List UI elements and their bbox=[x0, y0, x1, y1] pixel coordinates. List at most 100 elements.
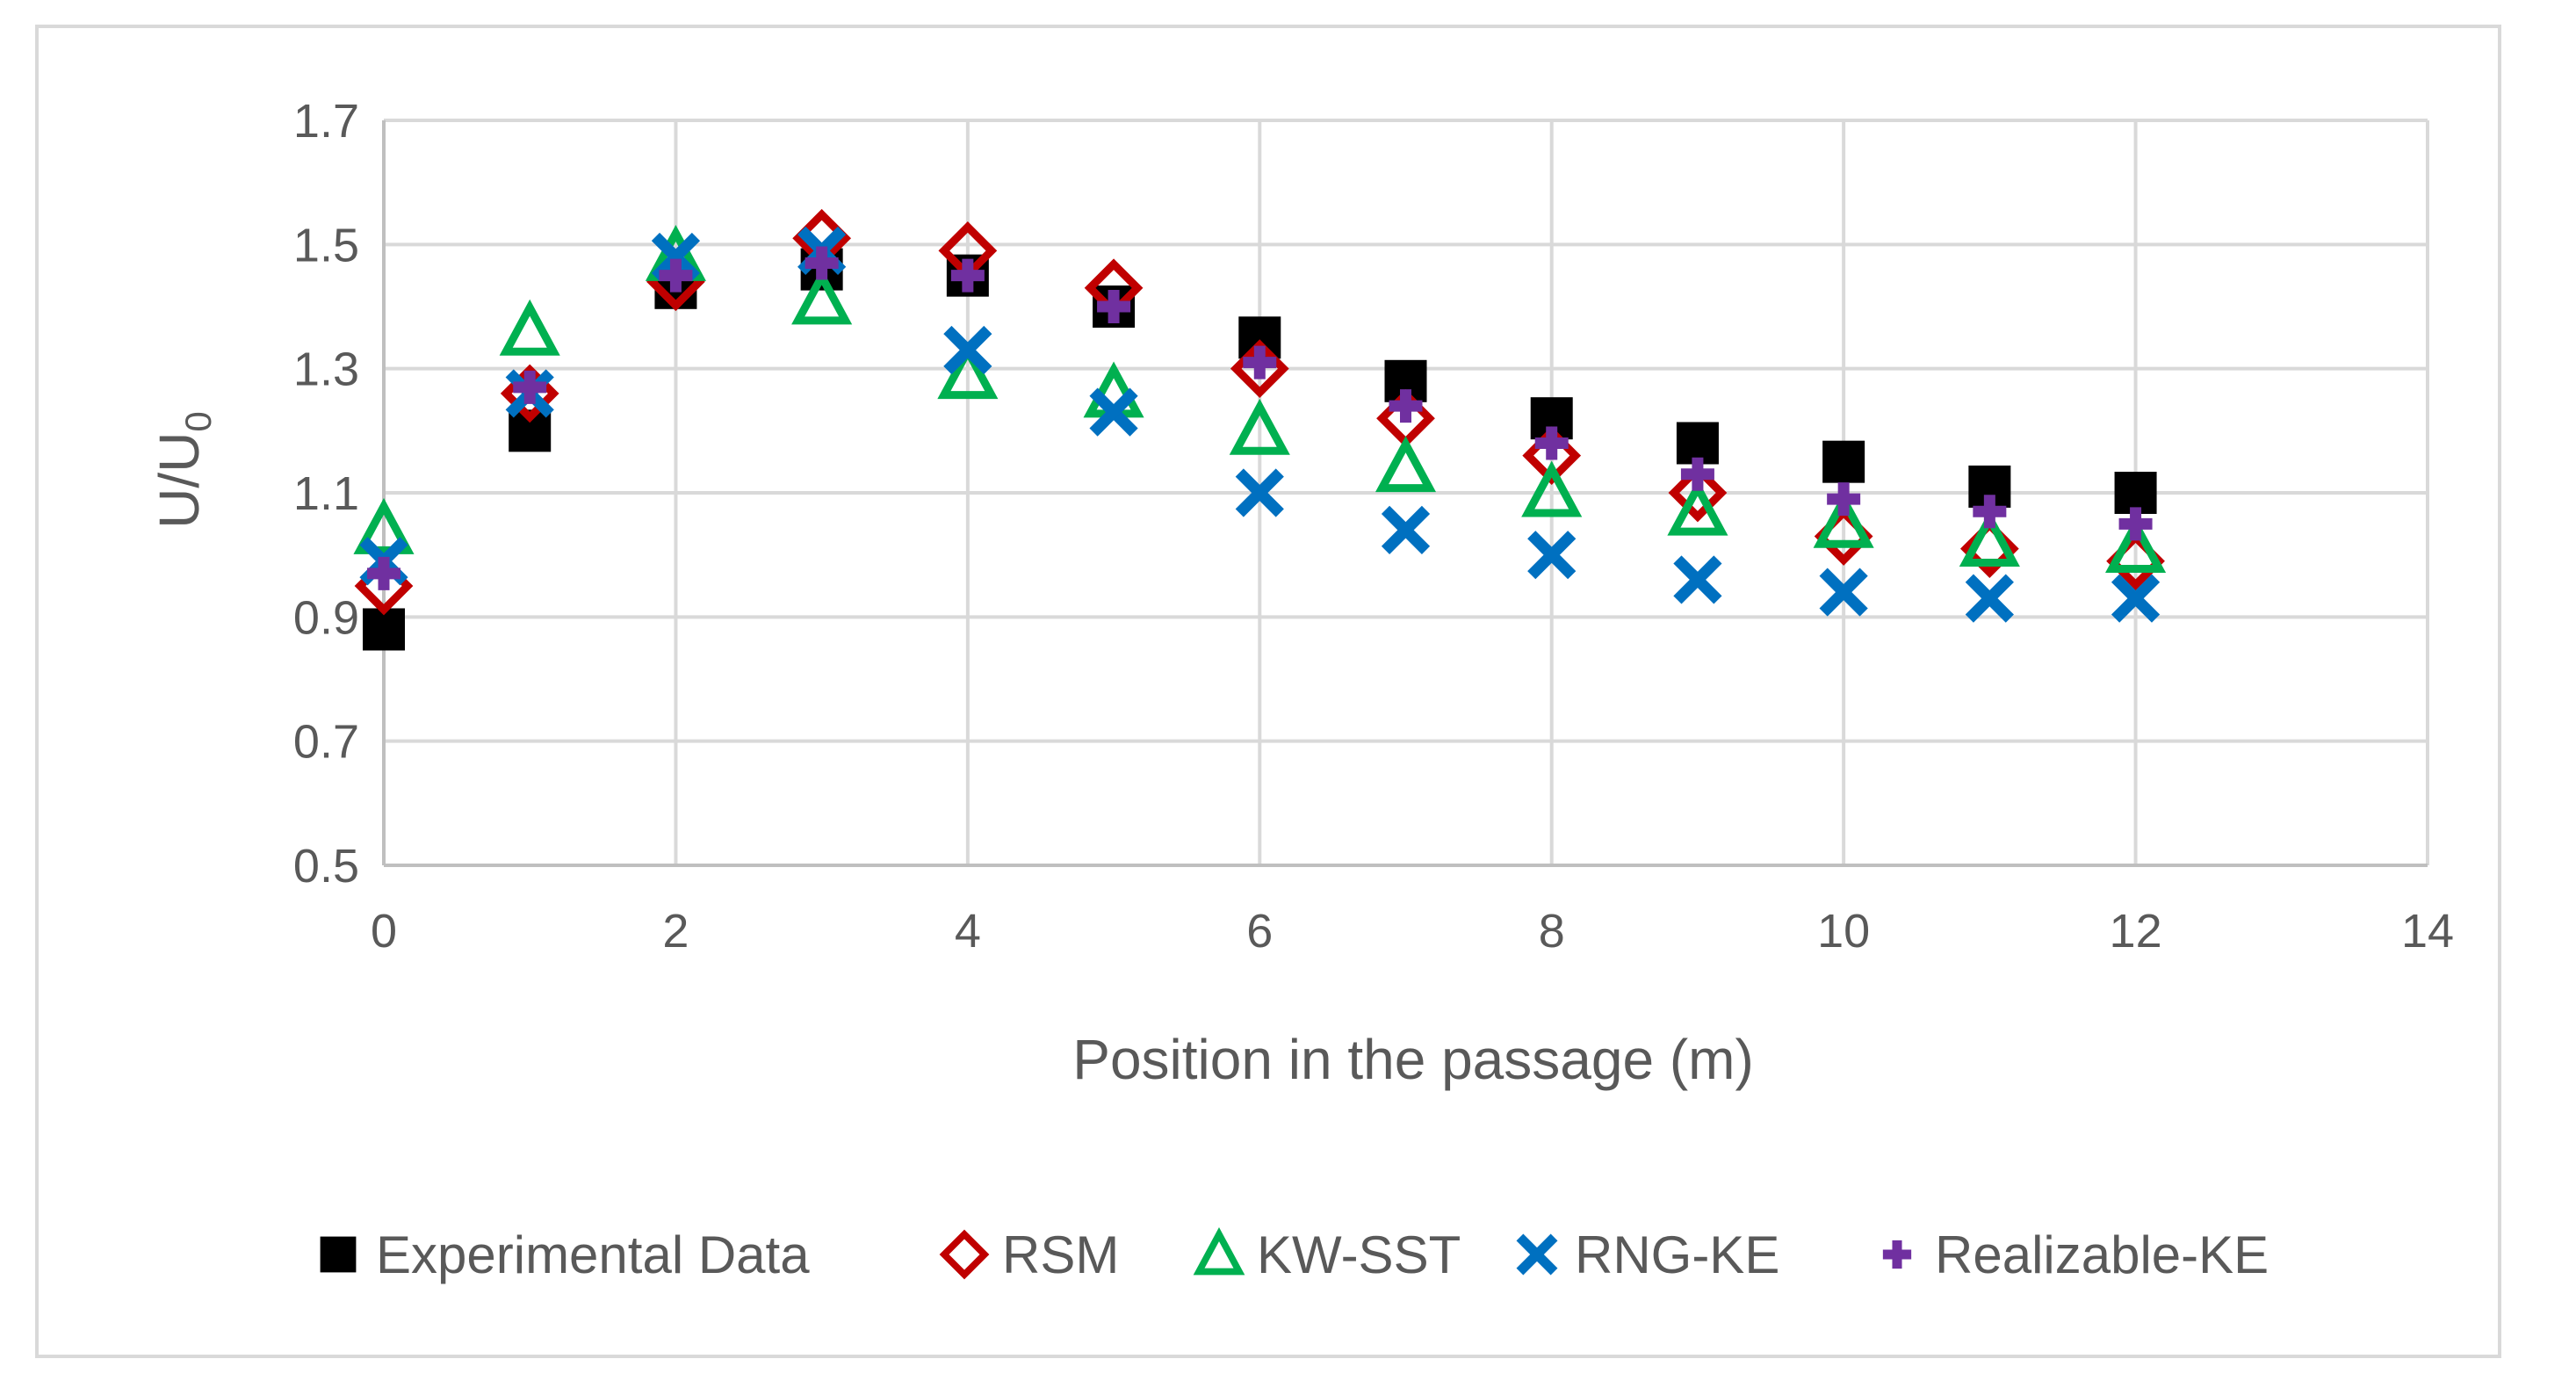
y-tick-label: 1.5 bbox=[293, 219, 359, 271]
legend-marker bbox=[1882, 1240, 1912, 1269]
data-point bbox=[1965, 574, 2014, 623]
marker-x-stroke bbox=[1089, 387, 1138, 437]
marker-triangle bbox=[1813, 491, 1874, 548]
marker-triangle bbox=[2105, 517, 2167, 574]
data-point bbox=[363, 608, 405, 651]
legend-entry: RSM bbox=[939, 1225, 1119, 1284]
legend-label: Realizable-KE bbox=[1935, 1225, 2269, 1284]
marker-triangle bbox=[1229, 398, 1290, 455]
data-point bbox=[791, 268, 853, 325]
legend-marker bbox=[1193, 1227, 1245, 1276]
marker-x-stroke bbox=[1516, 1233, 1558, 1276]
data-point bbox=[1676, 422, 1719, 465]
x-tick-label: 12 bbox=[2110, 905, 2162, 958]
legend-label: KW-SST bbox=[1257, 1225, 1461, 1284]
y-tick-label: 1.1 bbox=[293, 467, 359, 520]
x-tick-label: 4 bbox=[955, 905, 981, 958]
axes bbox=[382, 120, 2428, 867]
y-axis-title-main: U/U bbox=[148, 432, 211, 529]
x-tick-label: 8 bbox=[1539, 905, 1565, 958]
x-tick-label: 2 bbox=[662, 905, 689, 958]
x-axis-title: Position in the passage (m) bbox=[1072, 1028, 1754, 1091]
marker-triangle bbox=[937, 343, 999, 400]
marker-triangle bbox=[1375, 436, 1437, 493]
marker-square bbox=[1822, 440, 1865, 483]
axis-titles: Position in the passage (m) U/U0 bbox=[148, 411, 1754, 1091]
y-tick-label: 1.7 bbox=[293, 95, 359, 148]
legend-entry: KW-SST bbox=[1193, 1225, 1461, 1284]
data-point bbox=[2118, 507, 2153, 541]
data-point bbox=[1243, 345, 1277, 380]
x-tick-label: 6 bbox=[1246, 905, 1273, 958]
legend-marker bbox=[1516, 1233, 1558, 1276]
chart-frame bbox=[35, 25, 2501, 1358]
legend-entry: Experimental Data bbox=[320, 1225, 810, 1284]
data-point bbox=[1827, 482, 1861, 517]
marker-diamond bbox=[1668, 463, 1728, 523]
data-marks bbox=[353, 208, 2167, 651]
data-point bbox=[2111, 574, 2161, 623]
series-realizable-ke bbox=[367, 246, 2153, 590]
marker-diamond bbox=[939, 1229, 990, 1280]
legend-marker bbox=[939, 1229, 990, 1280]
data-point bbox=[943, 325, 992, 375]
series-kw-sst bbox=[353, 225, 2167, 574]
legend-label: Experimental Data bbox=[376, 1225, 810, 1284]
marker-triangle bbox=[791, 268, 853, 325]
y-axis-title: U/U0 bbox=[148, 411, 219, 529]
legend: Experimental Data RSM KW-SST RNG-KE Realizab… bbox=[320, 1225, 2269, 1284]
data-point bbox=[1668, 463, 1728, 523]
marker-triangle bbox=[1959, 510, 2020, 567]
marker-x-stroke bbox=[1527, 531, 1577, 580]
marker-x-stroke bbox=[1819, 567, 1868, 617]
data-point bbox=[1097, 290, 1131, 323]
data-point bbox=[1089, 387, 1138, 437]
data-point bbox=[805, 246, 839, 280]
data-point bbox=[1822, 440, 1865, 483]
data-point bbox=[499, 299, 560, 356]
data-point bbox=[1527, 531, 1577, 580]
y-tick-label: 0.5 bbox=[293, 840, 359, 893]
marker-triangle bbox=[1521, 460, 1583, 517]
marker-square bbox=[363, 608, 405, 651]
y-tick-label: 0.9 bbox=[293, 591, 359, 644]
data-point bbox=[1959, 510, 2020, 567]
x-tick-label: 10 bbox=[1817, 905, 1870, 958]
y-tick-label: 0.7 bbox=[293, 716, 359, 769]
marker-x-stroke bbox=[1965, 574, 2014, 623]
marker-triangle bbox=[1193, 1227, 1245, 1276]
data-point bbox=[950, 258, 985, 293]
marker-triangle bbox=[499, 299, 560, 356]
x-tick-label: 0 bbox=[371, 905, 397, 958]
marker-x-stroke bbox=[1381, 505, 1431, 554]
data-point bbox=[1381, 505, 1431, 554]
x-tick-label: 14 bbox=[2401, 905, 2454, 958]
data-point bbox=[1389, 389, 1423, 423]
data-point bbox=[2114, 472, 2157, 514]
data-point bbox=[1819, 567, 1868, 617]
legend-entry: RNG-KE bbox=[1516, 1225, 1779, 1284]
marker-square bbox=[2114, 472, 2157, 514]
y-axis-title-subscript: 0 bbox=[177, 411, 219, 431]
marker-x-stroke bbox=[1235, 468, 1284, 517]
data-point bbox=[1534, 426, 1569, 460]
data-point bbox=[513, 370, 547, 404]
data-point bbox=[1667, 479, 1728, 536]
data-point bbox=[1521, 460, 1583, 517]
legend-label: RNG-KE bbox=[1575, 1225, 1779, 1284]
marker-triangle bbox=[1667, 479, 1728, 536]
marker-square bbox=[1676, 422, 1719, 465]
legend-entry: Realizable-KE bbox=[1882, 1225, 2269, 1284]
legend-label: RSM bbox=[1002, 1225, 1119, 1284]
data-point bbox=[1229, 398, 1290, 455]
data-point bbox=[659, 258, 693, 293]
y-tick-label: 1.3 bbox=[293, 343, 359, 396]
marker-triangle bbox=[353, 497, 415, 554]
data-point bbox=[353, 497, 415, 554]
data-point bbox=[367, 556, 400, 590]
marker-x-stroke bbox=[2111, 574, 2161, 623]
data-point bbox=[1235, 468, 1284, 517]
data-point bbox=[1680, 457, 1714, 491]
marker-square bbox=[320, 1236, 357, 1273]
marker-x-stroke bbox=[1673, 555, 1722, 604]
